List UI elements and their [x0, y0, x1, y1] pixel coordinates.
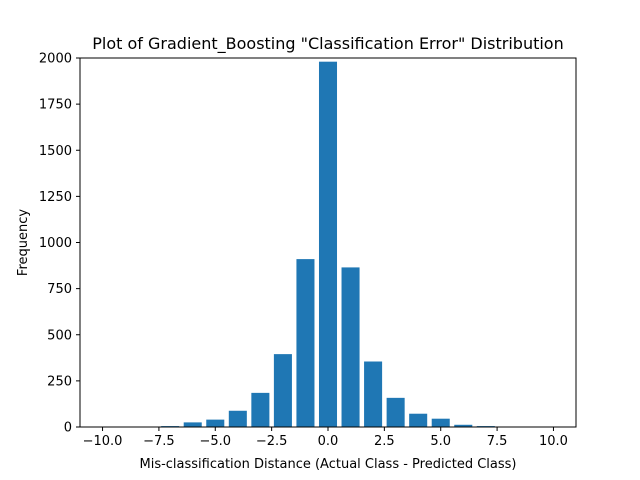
y-axis-ticks: 0 250 500 750 1000 1250 1500 1750 2000 — [39, 52, 80, 436]
bar — [296, 259, 315, 427]
x-tick-label: −10.0 — [83, 434, 123, 449]
x-tick-label: 2.5 — [374, 434, 395, 449]
x-tick-label: −5.0 — [199, 434, 231, 449]
bar — [251, 392, 270, 427]
bar — [318, 61, 338, 427]
bar — [454, 424, 473, 427]
bar — [431, 418, 450, 427]
bar — [409, 413, 428, 427]
bar — [386, 397, 405, 427]
bar — [228, 410, 247, 427]
bar — [364, 361, 383, 427]
y-tick-label: 2000 — [39, 52, 72, 67]
x-tick-label: 0.0 — [318, 434, 339, 449]
x-axis-title: Mis-classification Distance (Actual Clas… — [139, 457, 516, 472]
y-tick-label: 1750 — [39, 98, 72, 113]
x-tick-label: −7.5 — [143, 434, 175, 449]
x-tick-label: 5.0 — [430, 434, 451, 449]
bar — [341, 267, 360, 427]
y-tick-label: 250 — [47, 374, 72, 389]
x-tick-label: 7.5 — [487, 434, 508, 449]
y-tick-label: 0 — [64, 421, 72, 436]
y-tick-label: 1250 — [39, 190, 72, 205]
bar — [273, 354, 292, 427]
y-tick-label: 750 — [47, 282, 72, 297]
y-tick-label: 500 — [47, 328, 72, 343]
bar — [206, 419, 225, 427]
x-tick-label: 10.0 — [539, 434, 568, 449]
y-tick-label: 1000 — [39, 236, 72, 251]
x-tick-label: −2.5 — [256, 434, 288, 449]
y-tick-label: 1500 — [39, 144, 72, 159]
x-axis-ticks: −10.0 −7.5 −5.0 −2.5 0.0 2.5 5.0 7.5 10.0 — [83, 427, 568, 449]
chart-title: Plot of Gradient_Boosting "Classificatio… — [92, 34, 563, 54]
y-axis-title: Frequency — [16, 209, 31, 276]
bar — [183, 422, 202, 427]
plot-frame — [79, 57, 577, 428]
